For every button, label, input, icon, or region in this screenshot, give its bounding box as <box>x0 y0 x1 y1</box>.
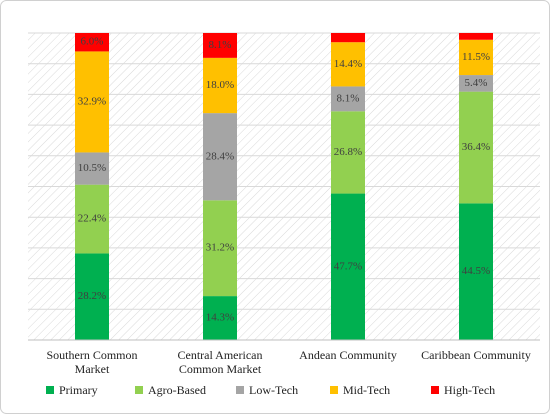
data-label: 10.5% <box>78 162 106 174</box>
data-label: 36.4% <box>462 141 490 153</box>
data-label: 31.2% <box>206 242 234 254</box>
bar-segment <box>331 193 365 340</box>
bar-segment <box>331 86 365 112</box>
legend-swatch <box>330 386 338 394</box>
bar-segment <box>459 75 493 92</box>
legend-swatch <box>46 386 54 394</box>
data-label: 14.4% <box>334 58 362 70</box>
bar-segment <box>459 39 493 76</box>
data-label: 47.7% <box>334 260 362 272</box>
bar-segment <box>75 51 109 153</box>
x-tick-label: Central American Common Market <box>177 348 263 376</box>
data-label: 8.1% <box>337 92 360 104</box>
data-label: 44.5% <box>462 265 490 277</box>
data-label: 14.3% <box>206 312 234 324</box>
legend-label: Low-Tech <box>249 383 298 397</box>
data-label: 5.4% <box>465 77 488 89</box>
data-label: 18.0% <box>206 79 234 91</box>
legend-swatch <box>135 386 143 394</box>
data-label: 11.5% <box>462 51 490 63</box>
bar-segment <box>203 296 237 340</box>
bar-segment <box>459 203 493 340</box>
data-label: 22.4% <box>78 213 106 225</box>
legend-swatch <box>236 386 244 394</box>
bar-segment <box>331 111 365 194</box>
bar-segment <box>203 33 237 58</box>
legend-label: Mid-Tech <box>343 383 390 397</box>
bar-segment <box>75 253 109 340</box>
data-label: 32.9% <box>78 95 106 107</box>
bar-segment <box>331 33 365 43</box>
bar-segment <box>203 57 237 114</box>
legend-label: Agro-Based <box>148 383 206 397</box>
x-tick-label: Southern Common Market <box>46 348 138 376</box>
data-label: 26.8% <box>334 146 362 158</box>
bar-segment <box>459 91 493 204</box>
legend-label: Primary <box>59 383 98 397</box>
bar-segment <box>75 33 109 52</box>
bar-segment <box>75 152 109 185</box>
bar-segment <box>203 113 237 201</box>
bar-segment <box>75 184 109 254</box>
bar-segment <box>459 33 493 40</box>
data-label: 28.2% <box>78 290 106 302</box>
x-tick-label: Andean Community <box>299 348 397 362</box>
x-tick-label: Caribbean Community <box>421 348 531 362</box>
legend-swatch <box>431 386 439 394</box>
legend-label: High-Tech <box>444 383 495 397</box>
data-label: 8.1% <box>209 39 232 51</box>
data-label: 28.4% <box>206 150 234 162</box>
bar-segment <box>203 200 237 297</box>
bar-segment <box>331 42 365 87</box>
data-label: 6.0% <box>81 36 104 48</box>
